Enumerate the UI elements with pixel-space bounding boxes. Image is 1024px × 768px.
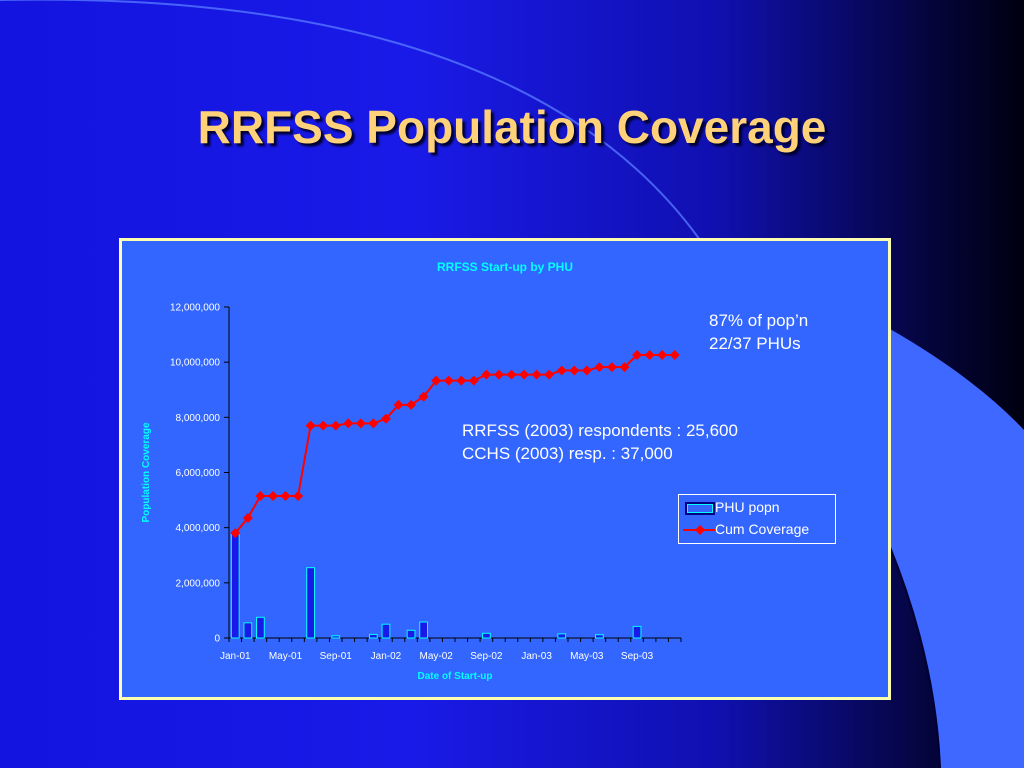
cum-coverage-marker: [657, 349, 668, 360]
cum-coverage-marker: [305, 420, 316, 431]
cum-coverage-marker: [255, 490, 266, 501]
legend-item-cum-coverage: Cum Coverage: [679, 519, 835, 541]
x-tick-label: Jan-01: [220, 651, 251, 662]
chart-svg: RRFSS Start-up by PHU 0 2,000,000 4,000,000…: [141, 260, 682, 682]
bar-phu-popn: [481, 632, 491, 639]
respondents-annotation: RRFSS (2003) respondents : 25,600 CCHS (…: [462, 419, 738, 465]
y-tick-label: 10,000,000: [170, 358, 220, 369]
cum-coverage-marker: [669, 349, 680, 360]
y-tick-label: 6,000,000: [176, 468, 221, 479]
x-tick-label: May-03: [570, 651, 604, 662]
cum-coverage-marker: [556, 365, 567, 376]
cum-coverage-marker: [280, 490, 291, 501]
decor-arc-upper: [0, 0, 701, 241]
x-tick-label: Sep-03: [621, 651, 654, 662]
cum-coverage-marker: [481, 369, 492, 380]
cum-coverage-marker: [456, 375, 467, 386]
bar-phu-popn: [230, 532, 240, 639]
cum-coverage-marker: [544, 369, 555, 380]
legend-label-phu-popn: PHU popn: [715, 499, 780, 515]
cum-coverage-marker: [569, 365, 580, 376]
y-tick-label: 12,000,000: [170, 303, 220, 314]
y-tick-label: 8,000,000: [176, 413, 221, 424]
y-axis-title: Population Coverage: [141, 422, 152, 522]
bar-phu-popn: [406, 629, 416, 639]
bar-phu-popn: [331, 635, 341, 639]
bar-phu-popn: [306, 567, 316, 639]
bar-phu-popn: [632, 625, 642, 639]
cum-coverage-marker: [343, 418, 354, 429]
coverage-annotation: 87% of pop’n 22/37 PHUs: [709, 309, 808, 355]
cum-coverage-marker: [594, 362, 605, 373]
legend-label-cum-coverage: Cum Coverage: [715, 521, 810, 537]
cum-coverage-marker: [393, 399, 404, 410]
cum-coverage-marker: [644, 349, 655, 360]
bar-phu-popn: [419, 621, 429, 639]
cum-coverage-marker: [330, 420, 341, 431]
cum-coverage-marker: [368, 418, 379, 429]
cum-coverage-marker: [230, 528, 241, 539]
legend-bar-swatch: [685, 502, 715, 515]
chart-frame: RRFSS Start-up by PHU 0 2,000,000 4,000,000…: [119, 238, 891, 700]
y-tick-label: 2,000,000: [176, 578, 221, 589]
y-tick-label: 0: [214, 634, 220, 645]
slide-title: RRFSS Population Coverage: [197, 101, 827, 153]
cum-coverage-marker: [468, 375, 479, 386]
coverage-percent-text: 87% of pop’n: [709, 311, 809, 330]
legend-item-phu-popn: PHU popn: [679, 497, 835, 519]
cum-coverage-marker: [293, 490, 304, 501]
bar-phu-popn: [381, 623, 391, 639]
coverage-phu-text: 22/37 PHUs: [709, 334, 801, 353]
cum-coverage-marker: [531, 369, 542, 380]
x-tick-label: Jan-03: [521, 651, 552, 662]
cum-coverage-marker: [406, 399, 417, 410]
chart-legend: PHU popn Cum Coverage: [678, 494, 836, 544]
bar-phu-popn: [557, 633, 567, 639]
cum-coverage-marker: [267, 490, 278, 501]
bar-phu-popn: [594, 634, 604, 639]
cum-coverage-marker: [632, 349, 643, 360]
x-tick-label: Sep-02: [470, 651, 503, 662]
x-tick-label: May-02: [419, 651, 453, 662]
legend-line-swatch: [683, 525, 717, 535]
cum-coverage-marker: [493, 369, 504, 380]
decor-arc-band: [700, 240, 1024, 768]
cum-coverage-marker: [606, 362, 617, 373]
cum-coverage-marker: [380, 413, 391, 424]
bar-phu-popn: [368, 633, 378, 639]
cum-coverage-marker: [318, 420, 329, 431]
cum-coverage-marker: [431, 375, 442, 386]
x-axis-title: Date of Start-up: [418, 671, 493, 682]
cum-coverage-marker: [443, 375, 454, 386]
bar-phu-popn: [255, 616, 265, 639]
x-tick-label: May-01: [269, 651, 303, 662]
cum-coverage-marker: [242, 513, 253, 524]
cum-coverage-marker: [519, 369, 530, 380]
cum-coverage-marker: [581, 365, 592, 376]
y-tick-label: 4,000,000: [176, 523, 221, 534]
rrfss-respondents-text: RRFSS (2003) respondents : 25,600: [462, 421, 738, 440]
cum-coverage-marker: [355, 418, 366, 429]
cum-coverage-marker: [619, 362, 630, 373]
cchs-respondents-text: CCHS (2003) resp. : 37,000: [462, 444, 673, 463]
chart-title: RRFSS Start-up by PHU: [437, 260, 573, 274]
bar-phu-popn: [243, 622, 253, 639]
x-tick-label: Sep-01: [320, 651, 353, 662]
cum-coverage-marker: [418, 391, 429, 402]
x-tick-label: Jan-02: [371, 651, 402, 662]
cum-coverage-marker: [506, 369, 517, 380]
